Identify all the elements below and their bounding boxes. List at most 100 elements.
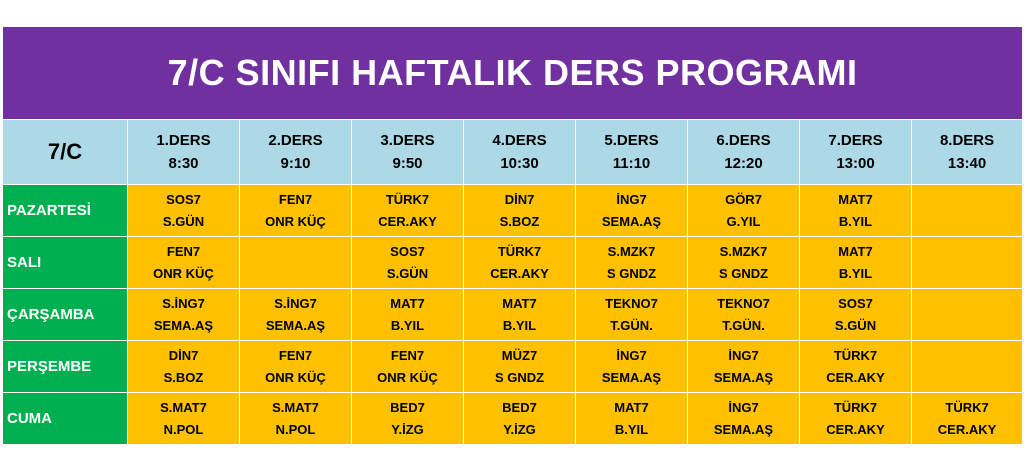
period-header-row: 7/C 1.DERS 8:30 2.DERS 9:10 3.DERS 9:50 4.DERS… xyxy=(2,119,1024,185)
lesson-course: GÖR7 xyxy=(725,191,762,207)
lesson-course: FEN7 xyxy=(390,347,425,363)
day-row: ÇARŞAMBA S.İNG7 SEMA.AŞ S.İNG7 SEMA.AŞ MAT7 B.… xyxy=(2,288,1024,341)
lesson-teacher: B.YIL xyxy=(838,265,873,281)
lesson-course: S.İNG7 xyxy=(274,295,317,311)
lesson-course: S.MAT7 xyxy=(160,399,207,415)
period-time: 11:10 xyxy=(612,155,651,172)
lesson-teacher: SEMA.AŞ xyxy=(601,369,662,385)
lesson-teacher: T.GÜN. xyxy=(722,317,765,333)
period-name: 4.DERS xyxy=(492,132,547,149)
schedule-frame: 7/C SINIFI HAFTALIK DERS PROGRAMI 7/C 1.… xyxy=(1,26,1024,451)
lesson-course: İNG7 xyxy=(616,347,647,363)
lesson-teacher: CER.AKY xyxy=(490,265,549,281)
lesson-teacher: Y.İZG xyxy=(391,421,424,437)
day-label: PAZARTESİ xyxy=(2,184,128,237)
lesson-cell xyxy=(910,288,1024,341)
period-name: 3.DERS xyxy=(380,132,435,149)
lesson-cell xyxy=(239,236,352,289)
lesson-cell: TÜRK7 CER.AKY xyxy=(799,392,912,445)
lesson-course: FEN7 xyxy=(278,191,313,207)
period-time: 12:20 xyxy=(724,155,763,172)
lesson-cell: İNG7 SEMA.AŞ xyxy=(687,392,800,445)
period-time: 8:30 xyxy=(168,155,199,172)
lesson-course: MAT7 xyxy=(614,399,649,415)
lesson-teacher: CER.AKY xyxy=(826,421,885,437)
lesson-cell xyxy=(910,236,1024,289)
lesson-teacher: S GNDZ xyxy=(718,265,769,281)
lesson-cell: MÜZ7 S GNDZ xyxy=(463,340,576,393)
lesson-cell: MAT7 B.YIL xyxy=(463,288,576,341)
period-header: 1.DERS 8:30 xyxy=(127,119,240,185)
period-name: 6.DERS xyxy=(716,132,771,149)
lesson-teacher: ONR KÜÇ xyxy=(265,213,326,229)
lesson-course: SOS7 xyxy=(838,295,873,311)
lesson-teacher: S.GÜN xyxy=(162,213,205,229)
period-name: 7.DERS xyxy=(828,132,883,149)
period-time: 13:40 xyxy=(947,155,987,172)
page-title: 7/C SINIFI HAFTALIK DERS PROGRAMI xyxy=(1,26,1024,120)
lesson-cell: S.İNG7 SEMA.AŞ xyxy=(239,288,352,341)
lesson-teacher: S GNDZ xyxy=(606,265,657,281)
lesson-teacher: B.YIL xyxy=(614,421,649,437)
lesson-teacher: S.BOZ xyxy=(163,369,204,385)
lesson-teacher: N.POL xyxy=(275,421,316,437)
lesson-course: İNG7 xyxy=(728,347,759,363)
lesson-teacher: G.YIL xyxy=(726,213,761,229)
lesson-cell: FEN7 ONR KÜÇ xyxy=(351,340,464,393)
day-label: SALI xyxy=(2,236,128,289)
period-time: 13:00 xyxy=(836,155,875,172)
lesson-teacher: S.GÜN xyxy=(386,265,429,281)
lesson-course: TEKNO7 xyxy=(717,295,770,311)
lesson-cell: S.MZK7 S GNDZ xyxy=(575,236,688,289)
lesson-course: İNG7 xyxy=(728,399,759,415)
lesson-cell: MAT7 B.YIL xyxy=(799,236,912,289)
lesson-cell xyxy=(910,184,1024,237)
lesson-cell: İNG7 SEMA.AŞ xyxy=(575,184,688,237)
lesson-teacher: T.GÜN. xyxy=(610,317,653,333)
lesson-teacher: ONR KÜÇ xyxy=(265,369,326,385)
lesson-course: TEKNO7 xyxy=(605,295,658,311)
period-header: 8.DERS 13:40 xyxy=(910,119,1024,185)
lesson-course: S.İNG7 xyxy=(162,295,205,311)
lesson-cell: SOS7 S.GÜN xyxy=(799,288,912,341)
period-name: 8.DERS xyxy=(939,132,995,149)
lesson-course: MAT7 xyxy=(390,295,425,311)
period-header: 5.DERS 11:10 xyxy=(575,119,688,185)
period-header: 4.DERS 10:30 xyxy=(463,119,576,185)
lesson-teacher: ONR KÜÇ xyxy=(377,369,438,385)
lesson-cell: DİN7 S.BOZ xyxy=(127,340,240,393)
weekly-schedule-table: 7/C SINIFI HAFTALIK DERS PROGRAMI 7/C 1.… xyxy=(1,26,1024,445)
lesson-teacher: B.YIL xyxy=(838,213,873,229)
lesson-cell: S.MZK7 S GNDZ xyxy=(687,236,800,289)
day-row: PAZARTESİ SOS7 S.GÜN FEN7 ONR KÜÇ TÜRK7 CER.AK… xyxy=(2,184,1024,237)
day-row: PERŞEMBE DİN7 S.BOZ FEN7 ONR KÜÇ FEN7 ONR KÜÇ M… xyxy=(2,340,1024,393)
lesson-cell: FEN7 ONR KÜÇ xyxy=(239,340,352,393)
lesson-cell: BED7 Y.İZG xyxy=(463,392,576,445)
lesson-teacher: SEMA.AŞ xyxy=(265,317,326,333)
lesson-course: TÜRK7 xyxy=(497,243,542,259)
lesson-course: TÜRK7 xyxy=(833,347,878,363)
lesson-teacher: SEMA.AŞ xyxy=(601,213,662,229)
lesson-course: TÜRK7 xyxy=(385,191,430,207)
lesson-cell: GÖR7 G.YIL xyxy=(687,184,800,237)
period-name: 5.DERS xyxy=(604,132,659,149)
period-time: 9:50 xyxy=(392,155,423,172)
lesson-cell: SOS7 S.GÜN xyxy=(127,184,240,237)
period-header: 7.DERS 13:00 xyxy=(799,119,912,185)
day-label: CUMA xyxy=(2,392,128,445)
lesson-cell: DİN7 S.BOZ xyxy=(463,184,576,237)
lesson-teacher: ONR KÜÇ xyxy=(153,265,214,281)
period-name: 2.DERS xyxy=(268,132,323,149)
lesson-course: SOS7 xyxy=(166,191,201,207)
lesson-cell: İNG7 SEMA.AŞ xyxy=(687,340,800,393)
lesson-cell: SOS7 S.GÜN xyxy=(351,236,464,289)
lesson-course: BED7 xyxy=(502,399,537,415)
lesson-teacher: CER.AKY xyxy=(826,369,885,385)
lesson-course: S.MAT7 xyxy=(272,399,319,415)
period-header: 3.DERS 9:50 xyxy=(351,119,464,185)
lesson-course: MAT7 xyxy=(838,243,873,259)
lesson-teacher: Y.İZG xyxy=(503,421,536,437)
lesson-course: S.MZK7 xyxy=(719,243,768,259)
lesson-teacher: B.YIL xyxy=(390,317,425,333)
day-row: CUMA S.MAT7 N.POL S.MAT7 N.POL BED7 Y.İZG BED7 Y… xyxy=(2,392,1024,445)
